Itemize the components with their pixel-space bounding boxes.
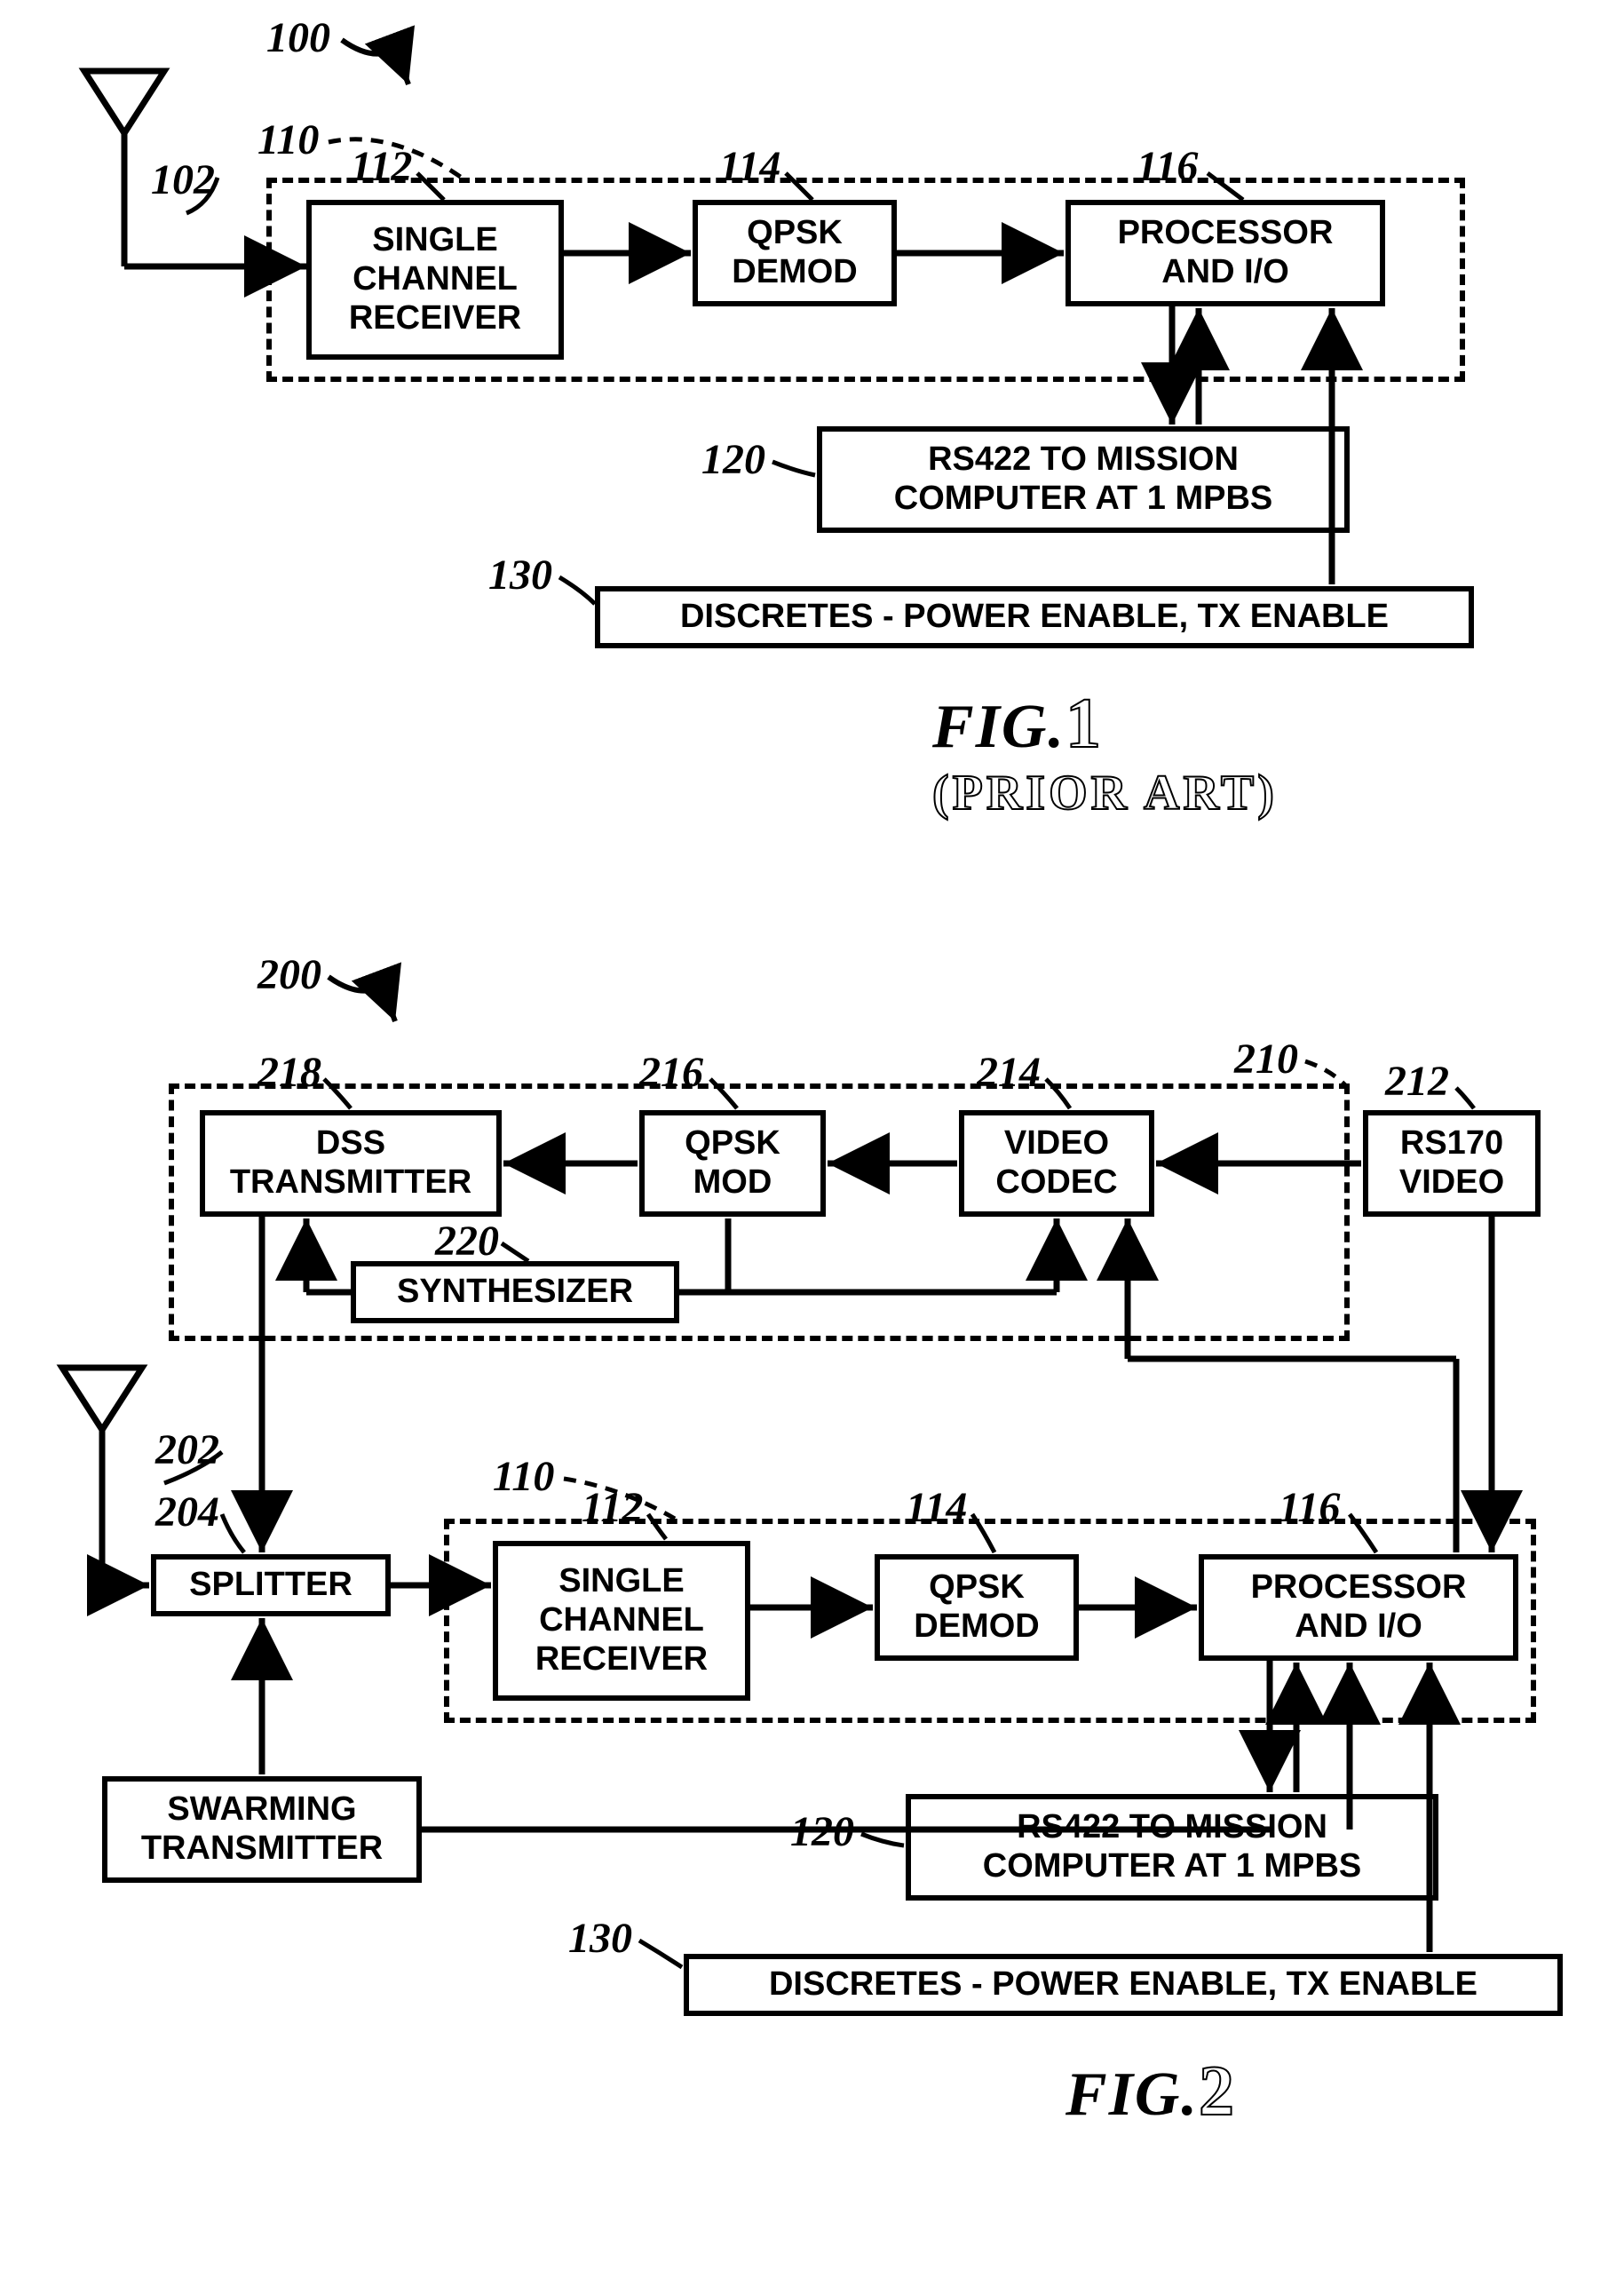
ref-202: 202 [155, 1425, 219, 1474]
ref-116: 116 [1137, 142, 1198, 191]
ref-116-2: 116 [1279, 1483, 1340, 1532]
block-codec: VIDEOCODEC [959, 1110, 1154, 1217]
block-demod: QPSKDEMOD [693, 200, 897, 306]
ref-216: 216 [639, 1048, 703, 1097]
block-dss: DSSTRANSMITTER [200, 1110, 502, 1217]
ref-218: 218 [257, 1048, 321, 1097]
ref-130: 130 [488, 551, 552, 599]
block-rs422-2: RS422 TO MISSIONCOMPUTER AT 1 MPBS [906, 1794, 1438, 1901]
block-receiver-2: SINGLECHANNELRECEIVER [493, 1541, 750, 1701]
figure-1: SINGLECHANNELRECEIVER QPSKDEMOD PROCESSO… [0, 0, 1624, 888]
ref-120: 120 [701, 435, 765, 484]
block-rs422: RS422 TO MISSIONCOMPUTER AT 1 MPBS [817, 426, 1350, 533]
fig1-lines [0, 0, 1624, 888]
fig-sub: (PRIOR ART) [932, 765, 1278, 822]
block-processor-2: PROCESSORAND I/O [1199, 1554, 1518, 1661]
block-swarm: SWARMINGTRANSMITTER [102, 1776, 422, 1883]
block-discretes-2: DISCRETES - POWER ENABLE, TX ENABLE [684, 1954, 1563, 2016]
block-synth: SYNTHESIZER [351, 1261, 679, 1323]
ref-114: 114 [719, 142, 780, 191]
ref-110: 110 [257, 115, 319, 164]
ref-114-2: 114 [906, 1483, 967, 1532]
ref-110-2: 110 [493, 1452, 554, 1501]
block-processor: PROCESSORAND I/O [1066, 200, 1385, 306]
fig2-caption: FIG.2 [1066, 2052, 1236, 2132]
ref-204: 204 [155, 1488, 219, 1536]
block-splitter: SPLITTER [151, 1554, 391, 1616]
ref-210: 210 [1234, 1035, 1298, 1083]
ref-100: 100 [266, 13, 330, 62]
ref-112-2: 112 [582, 1483, 643, 1532]
ref-102: 102 [151, 155, 215, 204]
figure-2: DSSTRANSMITTER QPSKMOD VIDEOCODEC RS170V… [0, 933, 1624, 2278]
block-receiver: SINGLECHANNELRECEIVER [306, 200, 564, 360]
block-discretes: DISCRETES - POWER ENABLE, TX ENABLE [595, 586, 1474, 648]
ref-120-2: 120 [790, 1807, 854, 1856]
fig1-caption: FIG.1 (PRIOR ART) [932, 684, 1278, 822]
fig-label: FIG. [932, 693, 1066, 761]
fig-num: 1 [1066, 685, 1103, 763]
block-rs170: RS170VIDEO [1363, 1110, 1541, 1217]
block-demod-2: QPSKDEMOD [875, 1554, 1079, 1661]
fig-label-2: FIG. [1066, 2060, 1199, 2129]
ref-112: 112 [351, 142, 412, 191]
ref-130-2: 130 [568, 1914, 632, 1963]
fig-num-2: 2 [1199, 2052, 1236, 2131]
block-qpskmod: QPSKMOD [639, 1110, 826, 1217]
ref-214: 214 [977, 1048, 1041, 1097]
ref-212: 212 [1385, 1057, 1449, 1106]
ref-200: 200 [257, 950, 321, 999]
ref-220: 220 [435, 1217, 499, 1266]
